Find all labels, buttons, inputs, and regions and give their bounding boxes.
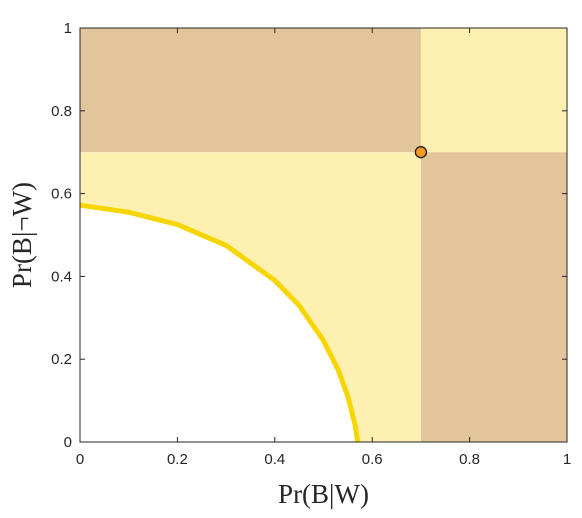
- x-tick-label: 0.8: [459, 451, 480, 468]
- x-tick-label: 0: [76, 451, 84, 468]
- axes: [79, 27, 568, 443]
- region-bottom-right: [420, 152, 567, 442]
- y-tick-label: 0: [64, 434, 72, 451]
- region-top-left: [80, 28, 421, 153]
- axes-box: [79, 27, 568, 443]
- x-axis-label: Pr(B|W): [278, 479, 369, 509]
- y-tick-label: 0.2: [51, 351, 72, 368]
- y-tick-label: 0.6: [51, 186, 72, 203]
- point-marker: [414, 146, 428, 159]
- y-tick-label: 0.4: [51, 268, 72, 285]
- region-below-curve: [80, 205, 358, 442]
- x-tick-label: 0.4: [264, 451, 285, 468]
- x-tick-label: 0.2: [167, 451, 188, 468]
- region-top-right: [420, 28, 567, 153]
- y-tick-label: 0.8: [51, 103, 72, 120]
- x-tick-label: 0.6: [362, 451, 383, 468]
- x-tick-label: 1: [563, 451, 571, 468]
- y-axis-label: Pr(B|¬W): [7, 182, 37, 288]
- y-axis-ticks: 0 0.2 0.4 0.6 0.8 1: [51, 20, 567, 451]
- y-tick-label: 1: [64, 20, 72, 37]
- x-axis-ticks: 0 0.2 0.4 0.6 0.8 1: [76, 28, 571, 468]
- threshold-curve: [79, 202, 361, 443]
